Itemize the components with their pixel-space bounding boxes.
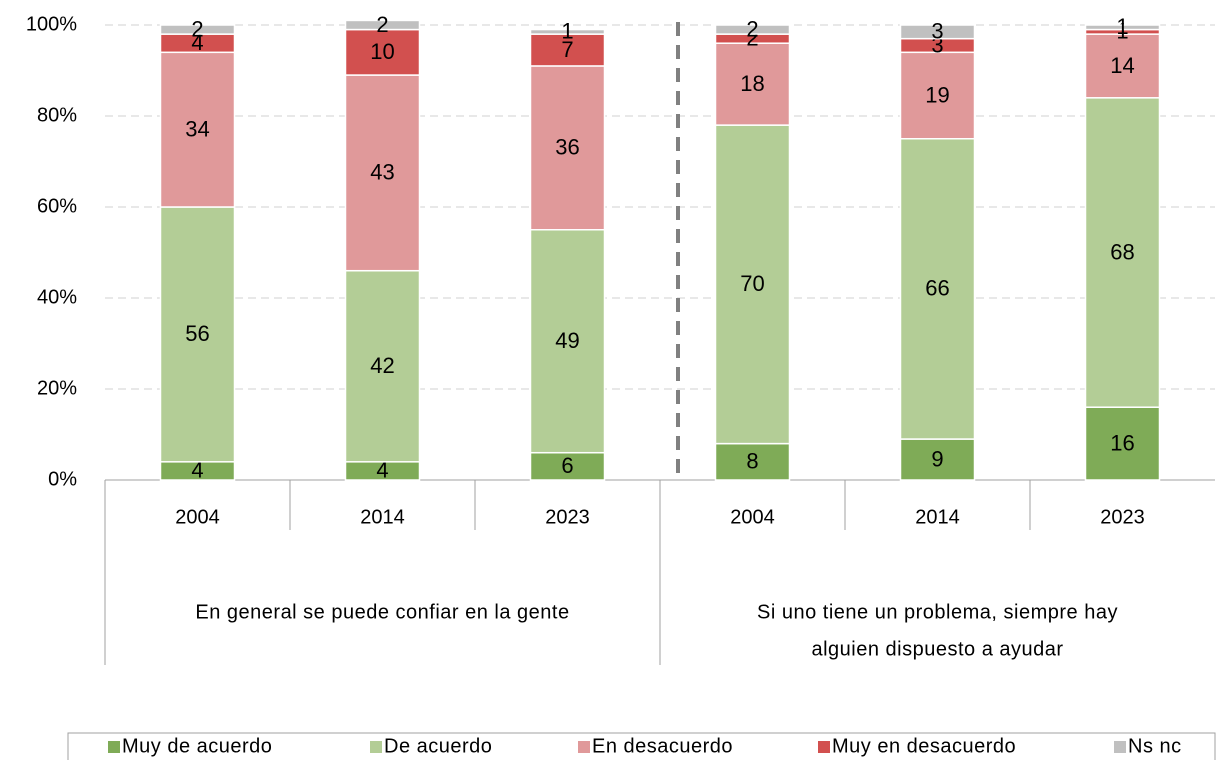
data-label: 9 <box>931 446 943 471</box>
data-label: 34 <box>185 116 209 141</box>
bar-segment <box>899 438 976 481</box>
bar-segment <box>1084 33 1161 99</box>
data-label: 7 <box>561 37 573 62</box>
data-label: 2 <box>191 16 203 41</box>
data-label: 68 <box>1110 239 1134 264</box>
y-tick-label: 60% <box>37 195 77 217</box>
legend-label: Muy en desacuerdo <box>832 735 1016 757</box>
x-tick-label: 2014 <box>360 506 405 528</box>
bar-segment <box>344 28 421 76</box>
legend-label: Muy de acuerdo <box>122 735 272 757</box>
data-label: 1 <box>561 19 573 44</box>
bar-segment <box>344 269 421 463</box>
bar-segment <box>714 124 791 445</box>
data-label: 66 <box>925 276 949 301</box>
bar-segment <box>1084 24 1161 31</box>
data-label: 2 <box>746 16 758 41</box>
bar-segment <box>159 24 236 35</box>
legend-swatch <box>578 741 590 753</box>
data-label: 1 <box>1116 14 1128 39</box>
bar-segment <box>529 33 606 67</box>
data-label: 4 <box>191 458 203 483</box>
bar-segment <box>899 51 976 140</box>
data-label: 42 <box>370 353 394 378</box>
marks: 0% 20% 40% 60% 80% 100% 2004 2014 2023 En general… <box>26 12 1216 765</box>
data-label: 43 <box>370 160 394 185</box>
data-label: 6 <box>561 453 573 478</box>
bar-segment <box>1084 97 1161 408</box>
bar-segment <box>1084 406 1161 481</box>
bar-segment <box>899 24 976 40</box>
y-tick-label: 40% <box>37 286 77 308</box>
data-label: 18 <box>740 71 764 96</box>
data-label: 8 <box>746 449 758 474</box>
data-label: 70 <box>740 271 764 296</box>
data-label: 36 <box>555 135 579 160</box>
bar-segment <box>714 42 791 126</box>
y-tick-label: 80% <box>37 104 77 126</box>
data-label: 49 <box>555 328 579 353</box>
bar-segment <box>159 206 236 463</box>
legend-box <box>67 732 1216 765</box>
bar-segment <box>344 74 421 272</box>
x-tick-label: 2023 <box>1100 506 1145 528</box>
data-label: 2 <box>376 12 388 37</box>
data-label: 4 <box>376 458 388 483</box>
legend-swatch <box>818 741 830 753</box>
bar-segment <box>899 138 976 440</box>
legend-label: Ns nc <box>1128 735 1182 757</box>
group-label: En general se puede confiar en la gente <box>195 601 569 623</box>
data-label: 4 <box>191 30 203 55</box>
data-label: 16 <box>1110 430 1134 455</box>
group-label: alguien dispuesto a ayudar <box>811 638 1063 660</box>
legend-swatch <box>1114 741 1126 753</box>
bar-segment <box>529 229 606 454</box>
y-tick-label: 100% <box>26 13 77 35</box>
bar-segment <box>529 451 606 481</box>
legend-swatch <box>108 741 120 753</box>
bar-segment <box>159 51 236 208</box>
x-tick-label: 2004 <box>730 506 775 528</box>
legend-label: En desacuerdo <box>592 735 733 757</box>
x-tick-label: 2014 <box>915 506 960 528</box>
data-label: 10 <box>370 39 394 64</box>
bar-segment <box>529 65 606 231</box>
y-tick-label: 0% <box>48 468 77 490</box>
legend-swatch <box>370 741 382 753</box>
grid <box>105 24 1215 390</box>
data-label: 14 <box>1110 53 1134 78</box>
legend-label: De acuerdo <box>384 735 492 757</box>
group-label: Si uno tiene un problema, siempre hay <box>757 601 1118 623</box>
x-tick-label: 2023 <box>545 506 590 528</box>
x-tick-label: 2004 <box>175 506 220 528</box>
bar-segment <box>714 24 791 35</box>
bar-segment <box>529 28 606 35</box>
data-label: 3 <box>931 19 943 44</box>
data-label: 56 <box>185 321 209 346</box>
y-tick-label: 20% <box>37 377 77 399</box>
bar-segment <box>344 19 421 31</box>
data-label: 19 <box>925 82 949 107</box>
